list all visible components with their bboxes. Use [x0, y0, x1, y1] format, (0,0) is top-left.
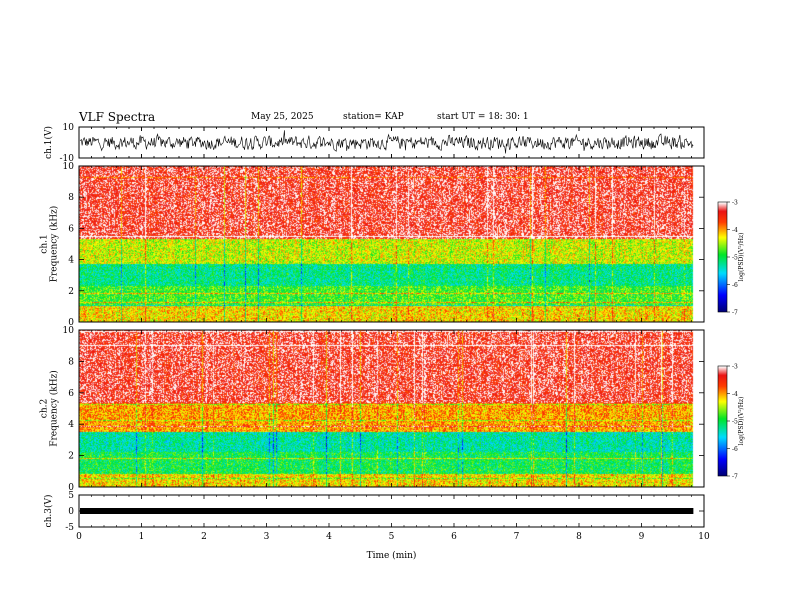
colorbar-tick-label: -6 [732, 282, 738, 289]
x-tick-label: 3 [264, 532, 270, 542]
y-tick-label: 10 [63, 162, 75, 172]
x-tick-label: 9 [639, 532, 645, 542]
colorbar-label: log(PSD)(V²/Hz) [738, 233, 745, 282]
x-tick-label: 1 [139, 532, 145, 542]
x-tick-label: 6 [451, 532, 457, 542]
y-tick-label: 4 [68, 256, 74, 266]
ch3-trace [80, 508, 694, 514]
x-axis-label: Time (min) [367, 550, 417, 561]
y-tick-label: 2 [68, 287, 74, 297]
colorbar-tick-label: -5 [732, 255, 738, 262]
y-axis-label: ch.3(V) [43, 495, 54, 528]
colorbar-tick-label: -4 [732, 227, 738, 234]
colorbar-tick-label: -3 [732, 364, 738, 371]
ch2-spectrogram-image [79, 330, 704, 487]
ch1-spectrogram-colorbar [718, 202, 727, 312]
y-tick-label: 6 [68, 224, 74, 234]
y-tick-label: 6 [68, 389, 74, 399]
y-axis-label: ch.1(V) [43, 126, 54, 159]
y-tick-label: 10 [63, 326, 75, 336]
colorbar-label: log(PSD)(V²/Hz) [738, 397, 745, 446]
start-time-label: start UT = 18: 30: 1 [437, 112, 529, 122]
y-tick-label: 0 [68, 483, 74, 493]
x-tick-label: 5 [389, 532, 395, 542]
y-tick-label: 2 [68, 452, 74, 462]
y-tick-label: 0 [68, 318, 74, 328]
x-tick-label: 0 [76, 532, 82, 542]
y-tick-label: 8 [68, 193, 74, 203]
station-label: station= KAP [343, 112, 404, 122]
y-tick-label: 0 [68, 507, 74, 517]
y-tick-label: -10 [60, 154, 75, 164]
colorbar-tick-label: -7 [732, 474, 738, 481]
colorbar-tick-label: -5 [732, 419, 738, 426]
date-label: May 25, 2025 [251, 112, 314, 122]
ch1-waveform-frame [78, 126, 705, 159]
y-axis-label: ch.2Frequency (kHz) [40, 370, 60, 447]
x-tick-label: 7 [514, 532, 520, 542]
x-tick-label: 10 [698, 532, 710, 542]
y-tick-label: 5 [68, 491, 74, 501]
x-tick-label: 2 [201, 532, 207, 542]
ch1-spectrogram-image [79, 166, 704, 322]
colorbar-tick-label: -3 [732, 200, 738, 207]
y-tick-label: 4 [68, 420, 74, 430]
colorbar-tick-label: -7 [732, 310, 738, 317]
colorbar-tick-label: -4 [732, 391, 738, 398]
chart-title: VLF Spectra [79, 110, 156, 124]
y-tick-label: 10 [63, 123, 75, 133]
colorbar-tick-label: -6 [732, 446, 738, 453]
y-tick-label: -5 [65, 523, 74, 533]
ch2-spectrogram-colorbar [718, 366, 727, 476]
ch1-waveform-trace [79, 130, 694, 154]
y-axis-label: ch.1Frequency (kHz) [40, 206, 60, 283]
x-tick-label: 4 [326, 532, 332, 542]
x-tick-label: 8 [576, 532, 582, 542]
y-tick-label: 8 [68, 357, 74, 367]
